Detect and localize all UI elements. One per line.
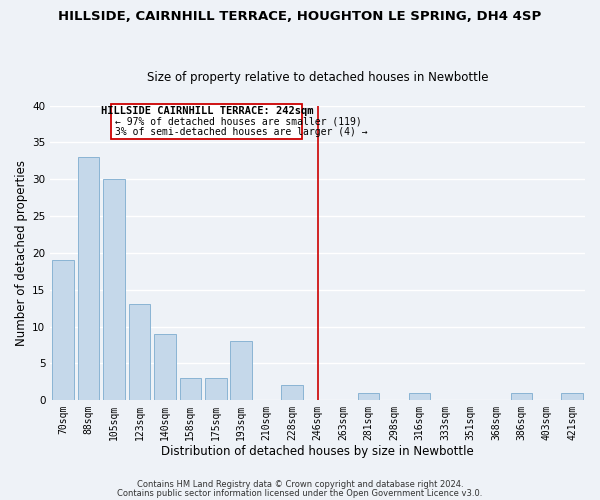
Title: Size of property relative to detached houses in Newbottle: Size of property relative to detached ho… bbox=[147, 70, 488, 84]
Bar bbox=[358, 393, 379, 400]
X-axis label: Distribution of detached houses by size in Newbottle: Distribution of detached houses by size … bbox=[161, 444, 474, 458]
Text: HILLSIDE, CAIRNHILL TERRACE, HOUGHTON LE SPRING, DH4 4SP: HILLSIDE, CAIRNHILL TERRACE, HOUGHTON LE… bbox=[58, 10, 542, 23]
Bar bbox=[128, 304, 150, 400]
FancyBboxPatch shape bbox=[112, 104, 302, 138]
Text: HILLSIDE CAIRNHILL TERRACE: 242sqm: HILLSIDE CAIRNHILL TERRACE: 242sqm bbox=[101, 106, 313, 116]
Bar bbox=[281, 386, 303, 400]
Bar bbox=[154, 334, 176, 400]
Text: Contains HM Land Registry data © Crown copyright and database right 2024.: Contains HM Land Registry data © Crown c… bbox=[137, 480, 463, 489]
Text: 3% of semi-detached houses are larger (4) →: 3% of semi-detached houses are larger (4… bbox=[115, 127, 368, 137]
Bar bbox=[77, 157, 99, 400]
Bar bbox=[179, 378, 201, 400]
Bar bbox=[103, 179, 125, 400]
Bar bbox=[205, 378, 227, 400]
Bar bbox=[230, 342, 252, 400]
Y-axis label: Number of detached properties: Number of detached properties bbox=[15, 160, 28, 346]
Bar bbox=[562, 393, 583, 400]
Bar bbox=[511, 393, 532, 400]
Bar bbox=[409, 393, 430, 400]
Text: ← 97% of detached houses are smaller (119): ← 97% of detached houses are smaller (11… bbox=[115, 116, 362, 126]
Bar bbox=[52, 260, 74, 400]
Text: Contains public sector information licensed under the Open Government Licence v3: Contains public sector information licen… bbox=[118, 488, 482, 498]
